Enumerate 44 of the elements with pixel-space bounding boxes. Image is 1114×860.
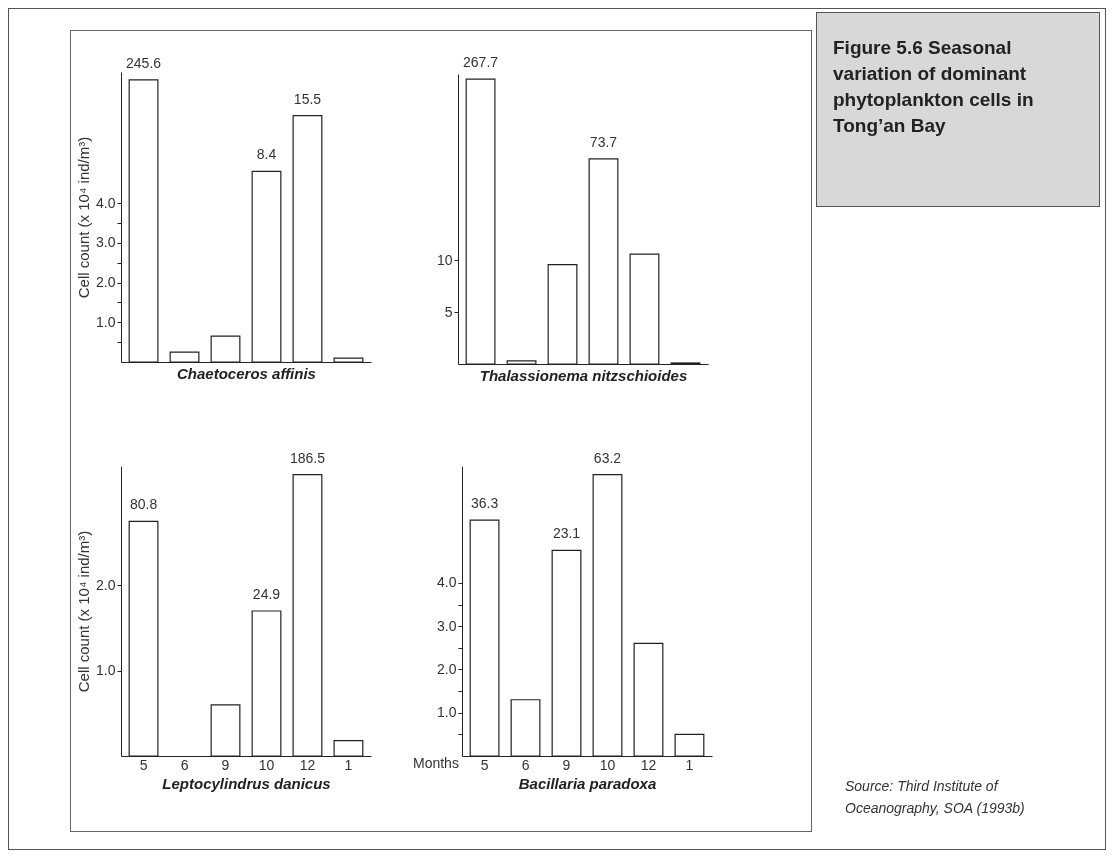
- x-axis-title: Chaetoceros affinis: [177, 364, 316, 382]
- x-tick-label: 12: [640, 756, 657, 773]
- y-tick-label: 5: [444, 303, 453, 320]
- x-tick-label: 10: [599, 756, 616, 773]
- annotation: 267.7: [463, 54, 499, 71]
- annotation: 8.4: [256, 146, 277, 163]
- annotation: 15.5: [293, 90, 322, 107]
- annotation: 36.3: [470, 495, 499, 512]
- y-tick-label: 2.0: [96, 274, 116, 291]
- x-tick-label: 5: [480, 756, 489, 773]
- text: Months: [413, 755, 459, 771]
- y-tick-label: 1.0: [96, 662, 116, 679]
- annotation: 24.9: [252, 586, 281, 602]
- text: Figure 5.6 Seasonal variation of dominant phytoplankton cells in Tong’an Bay: [816, 12, 1100, 207]
- x-axis-title: Bacillaria paradoxa: [518, 774, 657, 792]
- x-tick-label: 9: [562, 756, 571, 773]
- y-tick-label: 2.0: [437, 660, 457, 677]
- annotation: 73.7: [589, 133, 618, 150]
- y-tick-label: 4.0: [437, 574, 457, 591]
- y-tick-label: 10: [436, 251, 453, 268]
- y-tick-label: 3.0: [96, 234, 116, 251]
- x-tick-label: 6: [180, 756, 189, 773]
- x-axis-title: Leptocylindrus danicus: [162, 774, 331, 792]
- y-tick-label: 2.0: [96, 576, 116, 593]
- y-tick-label: 1.0: [437, 704, 457, 721]
- annotation: 23.1: [552, 525, 581, 542]
- y-axis-title: Cell count (x 10⁴ ind/m³): [75, 136, 93, 299]
- annotation: 80.8: [129, 496, 158, 513]
- x-tick-label: 12: [299, 756, 316, 773]
- annotation: 186.5: [289, 449, 326, 466]
- annotation: 63.2: [593, 449, 622, 466]
- y-tick-label: 3.0: [437, 617, 457, 634]
- x-axis-title: Thalassionema nitzschioides: [479, 366, 688, 384]
- source-note: Source: Third Institute of Oceanography, SOA (1993b): [845, 777, 1026, 818]
- x-tick-label: 1: [685, 756, 694, 773]
- y-axis-title: Cell count (x 10⁴ ind/m³): [75, 530, 93, 693]
- x-tick-label: 9: [221, 756, 230, 773]
- annotation: 245.6: [126, 54, 162, 71]
- x-tick-label: 6: [521, 756, 530, 773]
- y-tick-label: 1.0: [96, 313, 116, 330]
- x-tick-label: 5: [139, 756, 148, 773]
- x-tick-label: 10: [258, 756, 275, 773]
- x-tick-label: 1: [344, 756, 353, 773]
- y-tick-label: 4.0: [96, 194, 116, 211]
